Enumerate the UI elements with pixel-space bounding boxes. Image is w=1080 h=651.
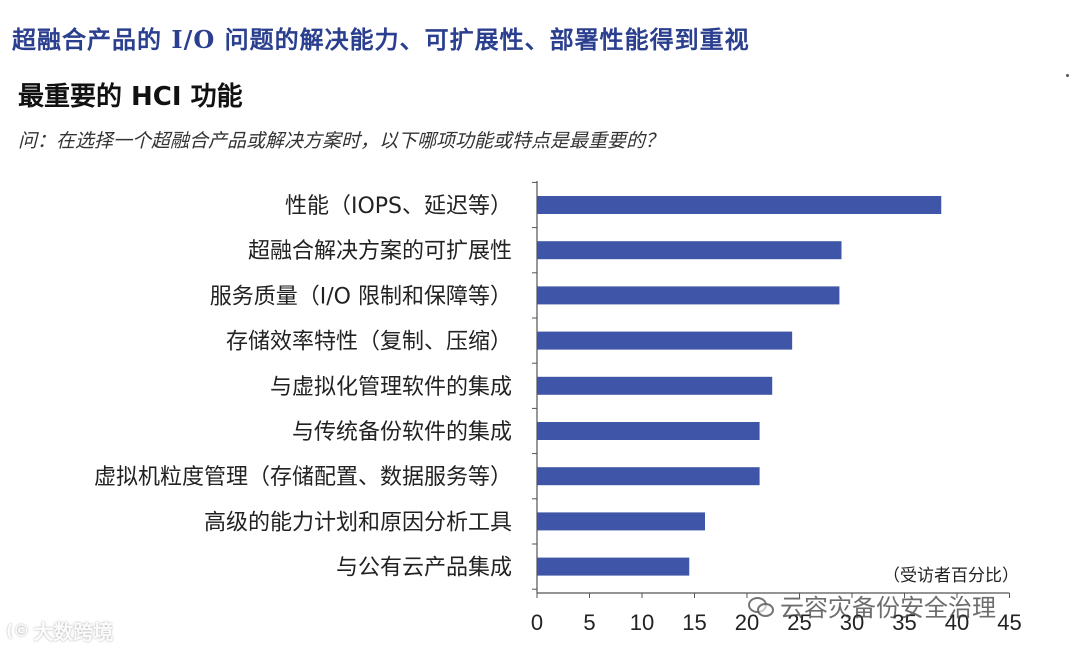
x-tick-label-1: 5 bbox=[583, 610, 595, 635]
watermark-left-text: 大数跨境 bbox=[33, 620, 114, 644]
category-label-7: 高级的能力计划和原因分析工具 bbox=[204, 510, 512, 535]
x-tick-label-7: 35 bbox=[892, 610, 916, 635]
bar-0 bbox=[537, 196, 942, 214]
category-label-1: 超融合解决方案的可扩展性 bbox=[248, 239, 512, 264]
chart-title: 最重要的 HCI 功能 bbox=[18, 82, 243, 112]
category-label-5: 与传统备份软件的集成 bbox=[292, 420, 512, 445]
category-label-0: 性能（IOPS、延迟等） bbox=[285, 194, 512, 219]
bar-7 bbox=[537, 512, 705, 531]
x-tick-label-9: 45 bbox=[997, 610, 1021, 635]
x-tick-label-0: 0 bbox=[531, 610, 543, 635]
bar-4 bbox=[537, 376, 773, 395]
chart-subtitle: 问：在选择一个超融合产品或解决方案时，以下哪项功能或特点是最重要的？ bbox=[18, 130, 665, 152]
category-label-8: 与公有云产品集成 bbox=[336, 556, 512, 581]
watermark-left: (© 大数跨境 bbox=[6, 616, 113, 645]
x-tick-label-8: 40 bbox=[945, 610, 969, 635]
x-tick-label-5: 25 bbox=[787, 610, 811, 635]
decorative-dot bbox=[1066, 74, 1069, 77]
x-tick-label-4: 20 bbox=[735, 610, 759, 635]
bar-2 bbox=[537, 286, 840, 305]
x-tick-label-3: 15 bbox=[682, 610, 706, 635]
bar-5 bbox=[537, 422, 760, 440]
x-tick-label-2: 10 bbox=[630, 610, 654, 635]
page-headline: 超融合产品的 I/O 问题的解决能力、可扩展性、部署性能得到重视 bbox=[12, 25, 750, 54]
bar-3 bbox=[537, 331, 793, 350]
bar-6 bbox=[537, 467, 760, 486]
bar-8 bbox=[537, 557, 690, 576]
category-label-4: 与虚拟化管理软件的集成 bbox=[270, 375, 512, 400]
category-label-3: 存储效率特性（复制、压缩） bbox=[226, 330, 512, 355]
wechat-icon bbox=[748, 595, 774, 617]
category-label-2: 服务质量（I/O 限制和保障等） bbox=[210, 284, 512, 309]
watermark-right-text: 云容灾备份安全治理 bbox=[780, 594, 996, 622]
category-label-6: 虚拟机粒度管理（存储配置、数据服务等） bbox=[94, 465, 512, 490]
x-tick-label-6: 30 bbox=[840, 610, 864, 635]
bar-1 bbox=[537, 241, 842, 260]
watermark-right: 云容灾备份安全治理 bbox=[748, 588, 996, 623]
unit-label: （受访者百分比） bbox=[883, 566, 1019, 586]
weibo-icon: (© bbox=[6, 621, 30, 640]
